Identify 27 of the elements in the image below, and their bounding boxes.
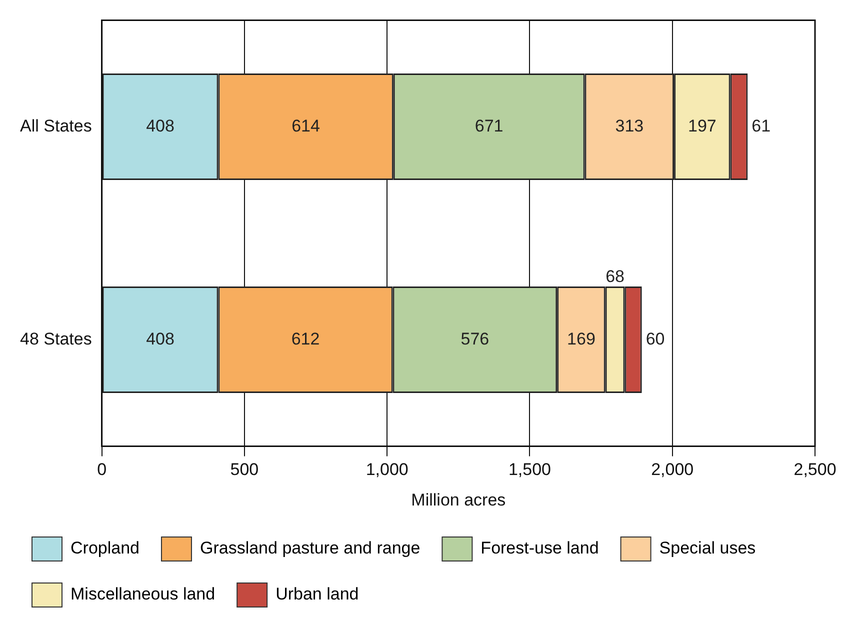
data-label: 576 (460, 329, 490, 348)
data-label: 313 (615, 116, 644, 136)
x-tick-label: 2,000 (651, 460, 694, 480)
data-label: 671 (474, 116, 504, 136)
y-tick-label: 48 States (20, 329, 92, 348)
legend-label: Urban land (276, 584, 359, 604)
data-label: 614 (292, 116, 320, 136)
data-label: 68 (606, 267, 624, 286)
data-label: 612 (291, 329, 320, 348)
legend-label: Special uses (659, 538, 756, 558)
data-label: 408 (146, 329, 174, 348)
data-label: 169 (567, 329, 596, 348)
x-tick-label: 2,500 (794, 460, 836, 480)
legend-label: Cropland (70, 538, 140, 558)
data-label: 408 (146, 116, 174, 136)
x-tick-label: 0 (97, 460, 107, 480)
legend-label: Grassland pasture and range (200, 538, 420, 558)
data-label: 61 (752, 116, 771, 136)
data-label: 60 (646, 329, 665, 348)
y-tick-label: All States (20, 116, 92, 136)
data-label: 197 (688, 116, 716, 136)
x-tick-label: 500 (230, 460, 259, 480)
x-tick-label: 1,500 (508, 460, 552, 480)
x-tick-label: 1,000 (366, 460, 408, 480)
legend-label: Forest-use land (480, 538, 599, 558)
x-axis-title: Million acres (411, 490, 506, 510)
legend-label: Miscellaneous land (70, 584, 216, 604)
